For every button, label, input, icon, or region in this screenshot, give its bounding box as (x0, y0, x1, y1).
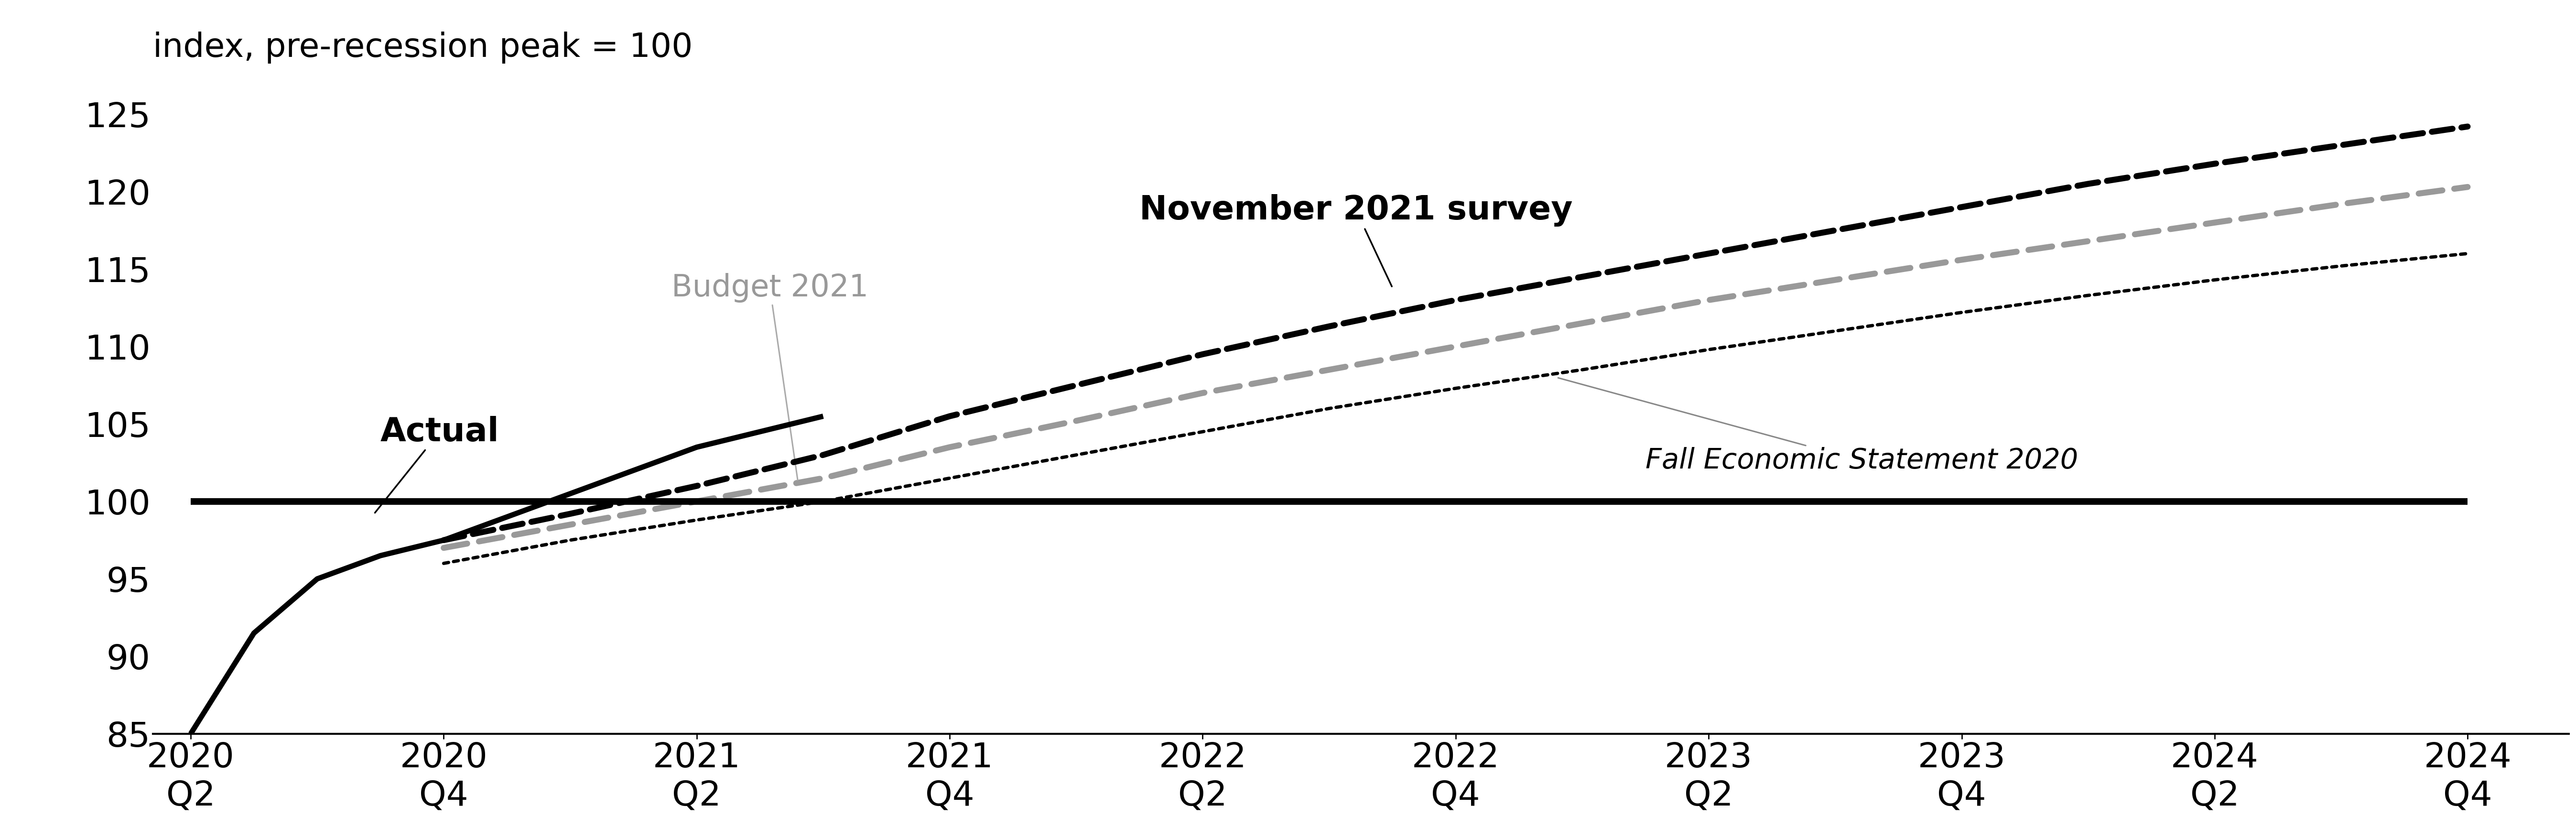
Text: index, pre-recession peak = 100: index, pre-recession peak = 100 (152, 31, 693, 64)
Text: Fall Economic Statement 2020: Fall Economic Statement 2020 (1558, 378, 2079, 474)
Text: November 2021 survey: November 2021 survey (1139, 194, 1571, 286)
Text: Budget 2021: Budget 2021 (672, 272, 868, 480)
Text: Actual: Actual (376, 416, 500, 513)
